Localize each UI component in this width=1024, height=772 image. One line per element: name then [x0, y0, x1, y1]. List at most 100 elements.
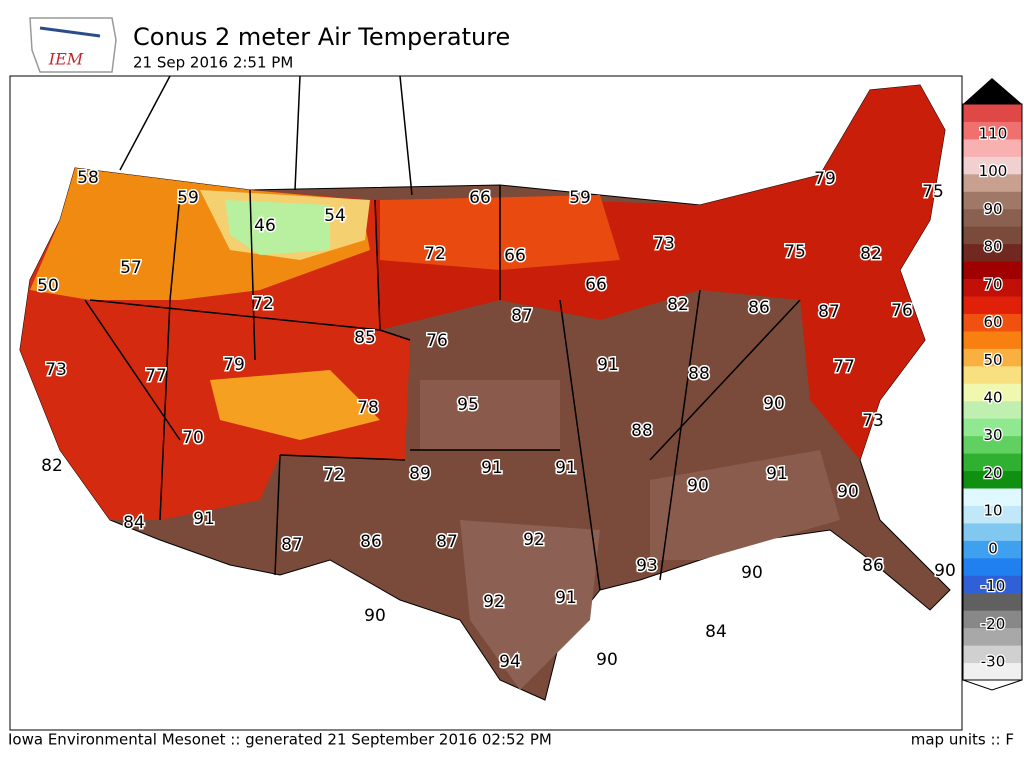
colorbar-tick-label: 70 — [983, 275, 1002, 293]
observation-value: 90 — [596, 650, 618, 670]
observation-value: 59 — [177, 188, 199, 208]
colorbar-band — [963, 453, 1022, 472]
colorbar-tick-label: -10 — [981, 577, 1006, 595]
observation-value: 91 — [766, 464, 788, 484]
colorbar-band — [963, 104, 1022, 122]
colorbar-tick-label: 30 — [983, 426, 1002, 444]
colorbar-band — [963, 522, 1022, 541]
colorbar-band — [963, 173, 1022, 192]
colorbar-band — [963, 138, 1022, 157]
colorbar-tick-label: 80 — [983, 238, 1002, 256]
observation-value: 78 — [357, 398, 379, 418]
observation-value: 90 — [687, 476, 709, 496]
map — [19, 75, 951, 701]
logo-text: IEM — [48, 50, 84, 69]
observation-value: 72 — [323, 465, 345, 485]
observation-value: 82 — [41, 456, 63, 476]
colorbar-tick-label: 20 — [983, 464, 1002, 482]
observation-value: 76 — [891, 301, 913, 321]
observation-value: 87 — [511, 306, 533, 326]
observation-value: 70 — [182, 428, 204, 448]
colorbar-band — [963, 348, 1022, 367]
observation-value: 90 — [837, 482, 859, 502]
observation-value: 86 — [748, 298, 770, 318]
colorbar-tick-label: 10 — [983, 502, 1002, 520]
title: Conus 2 meter Air Temperature — [133, 23, 510, 51]
colorbar-band — [963, 121, 1022, 140]
colorbar-band — [963, 208, 1022, 227]
observation-value: 85 — [354, 328, 376, 348]
colorbar-tick-label: 40 — [983, 389, 1002, 407]
colorbar-band — [963, 645, 1022, 664]
footer-units: map units :: F — [911, 731, 1014, 749]
observation-value: 92 — [523, 530, 545, 550]
colorbar-band — [963, 226, 1022, 245]
colorbar-band — [963, 575, 1022, 594]
observation-value: 86 — [862, 556, 884, 576]
colorbar-tick-label: 60 — [983, 313, 1002, 331]
observation-value: 86 — [360, 532, 382, 552]
colorbar-tick-label: 110 — [979, 125, 1008, 143]
observation-value: 90 — [763, 394, 785, 414]
footer-credit: Iowa Environmental Mesonet :: generated … — [8, 731, 552, 749]
observation-value: 73 — [45, 360, 67, 380]
colorbar-band — [963, 662, 1022, 681]
observation-value: 91 — [555, 458, 577, 478]
observation-value: 87 — [436, 532, 458, 552]
observation-value: 89 — [409, 464, 431, 484]
observation-value: 59 — [569, 188, 591, 208]
colorbar-tick-label: -20 — [981, 615, 1006, 633]
observation-value: 90 — [934, 561, 956, 581]
colorbar-band — [963, 191, 1022, 210]
colorbar-band — [963, 470, 1022, 489]
observation-value: 90 — [364, 606, 386, 626]
observation-value: 72 — [424, 244, 446, 264]
colorbar-band — [963, 330, 1022, 349]
colorbar-band — [963, 261, 1022, 280]
colorbar-band — [963, 296, 1022, 314]
observation-value: 58 — [77, 168, 99, 188]
colorbar-band — [963, 627, 1022, 646]
colorbar-band — [963, 505, 1022, 524]
observation-value: 94 — [499, 652, 521, 672]
colorbar-band — [963, 610, 1022, 629]
colorbar-band — [963, 383, 1022, 402]
observation-value: 93 — [636, 556, 658, 576]
observation-value: 95 — [457, 395, 479, 415]
observation-value: 91 — [481, 458, 503, 478]
observation-value: 91 — [193, 509, 215, 529]
colorbar-tick-label: 0 — [988, 539, 998, 557]
observation-value: 82 — [667, 295, 689, 315]
colorbar-tick-label: -30 — [981, 653, 1006, 671]
observation-value: 84 — [123, 513, 145, 533]
observation-value: 77 — [833, 357, 855, 377]
observation-value: 88 — [631, 421, 653, 441]
observation-value: 91 — [597, 355, 619, 375]
colorbar-band — [963, 592, 1022, 611]
colorbar-band — [963, 435, 1022, 454]
observation-value: 88 — [688, 364, 710, 384]
observation-value: 66 — [504, 246, 526, 266]
observation-value: 73 — [862, 411, 884, 431]
observation-value: 84 — [705, 622, 727, 642]
observation-value: 54 — [324, 206, 346, 226]
colorbar-band — [963, 418, 1022, 437]
logo: IEM — [29, 17, 117, 73]
observation-value: 82 — [860, 244, 882, 264]
colorbar-border — [962, 103, 1023, 681]
colorbar-tick-label: 50 — [983, 351, 1002, 369]
colorbar-band — [963, 278, 1022, 297]
observation-value: 79 — [814, 169, 836, 189]
colorbar-band — [963, 540, 1022, 559]
colorbar-tick-label: 100 — [979, 162, 1008, 180]
observation-value: 73 — [653, 234, 675, 254]
colorbar-band — [963, 557, 1022, 576]
observation-value: 90 — [741, 563, 763, 583]
subtitle: 21 Sep 2016 2:51 PM — [133, 54, 293, 72]
observation-value: 75 — [784, 242, 806, 262]
colorbar-band — [963, 313, 1022, 332]
observation-value: 46 — [254, 216, 276, 236]
observation-value: 75 — [922, 182, 944, 202]
